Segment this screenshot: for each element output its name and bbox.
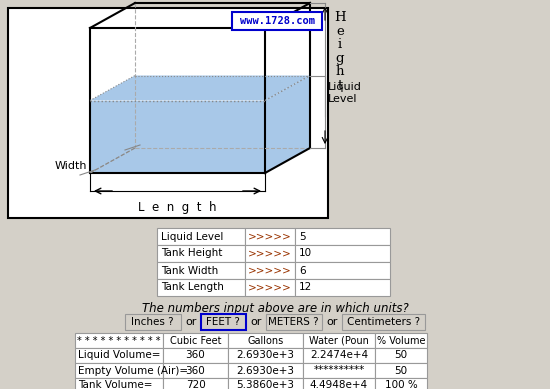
Text: 6: 6: [299, 266, 306, 275]
Text: Water (Poun: Water (Poun: [309, 335, 369, 345]
Text: 720: 720: [186, 380, 205, 389]
Text: H
e
i
g
h
t: H e i g h t: [334, 11, 346, 91]
Text: or: or: [185, 317, 196, 327]
Bar: [228, 378, 303, 389]
Text: Tank Height: Tank Height: [161, 249, 222, 259]
Bar: [303, 363, 375, 378]
Bar: [163, 363, 228, 378]
FancyBboxPatch shape: [232, 12, 322, 30]
Text: 50: 50: [394, 366, 408, 375]
Text: >>>>>: >>>>>: [248, 282, 292, 293]
FancyBboxPatch shape: [266, 314, 322, 330]
Text: 360: 360: [186, 366, 205, 375]
Text: 2.2474e+4: 2.2474e+4: [310, 350, 368, 361]
Text: Inches ?: Inches ?: [131, 317, 174, 327]
Text: or: or: [326, 317, 338, 327]
Text: 5: 5: [299, 231, 306, 242]
Bar: [303, 333, 375, 348]
Text: The numbers input above are in which units?: The numbers input above are in which uni…: [142, 302, 408, 315]
Bar: [228, 348, 303, 363]
Bar: [303, 378, 375, 389]
Text: Width: Width: [55, 161, 87, 170]
Text: 100 %: 100 %: [384, 380, 417, 389]
Text: Gallons: Gallons: [248, 335, 284, 345]
Text: 2.6930e+3: 2.6930e+3: [236, 350, 294, 361]
Bar: [245, 228, 295, 245]
Bar: [157, 279, 245, 296]
Bar: [295, 279, 390, 296]
Text: Cubic Feet: Cubic Feet: [170, 335, 221, 345]
Text: Tank Volume=: Tank Volume=: [78, 380, 152, 389]
Bar: [157, 245, 245, 262]
Bar: [375, 333, 427, 348]
Text: >>>>>: >>>>>: [248, 249, 292, 259]
Polygon shape: [265, 75, 310, 173]
Text: 50: 50: [394, 350, 408, 361]
Bar: [75, 378, 163, 389]
Bar: [8, 8, 328, 218]
Bar: [75, 348, 163, 363]
Text: L  e  n  g  t  h: L e n g t h: [138, 201, 217, 214]
Bar: [163, 333, 228, 348]
Bar: [375, 348, 427, 363]
Text: 360: 360: [186, 350, 205, 361]
Bar: [303, 348, 375, 363]
Text: Liquid
Level: Liquid Level: [328, 82, 362, 104]
Text: Liquid Volume=: Liquid Volume=: [78, 350, 161, 361]
Text: * * * * * * * * * * *: * * * * * * * * * * *: [77, 335, 161, 345]
Bar: [163, 348, 228, 363]
Text: Empty Volume (Air)=: Empty Volume (Air)=: [78, 366, 188, 375]
Text: 5.3860e+3: 5.3860e+3: [236, 380, 294, 389]
Bar: [245, 245, 295, 262]
Bar: [375, 363, 427, 378]
Bar: [245, 262, 295, 279]
Text: METERS ?: METERS ?: [268, 317, 319, 327]
FancyBboxPatch shape: [342, 314, 425, 330]
FancyBboxPatch shape: [201, 314, 246, 330]
Text: >>>>>: >>>>>: [248, 266, 292, 275]
Text: >>>>>: >>>>>: [248, 231, 292, 242]
Bar: [157, 228, 245, 245]
Bar: [163, 378, 228, 389]
Bar: [157, 262, 245, 279]
Text: FEET ?: FEET ?: [206, 317, 240, 327]
Bar: [245, 279, 295, 296]
Text: Tank Length: Tank Length: [161, 282, 224, 293]
Bar: [75, 363, 163, 378]
Text: **********: **********: [314, 366, 365, 375]
Text: www.1728.com: www.1728.com: [239, 16, 315, 26]
Bar: [295, 245, 390, 262]
Text: % Volume: % Volume: [377, 335, 425, 345]
Bar: [228, 363, 303, 378]
Text: Liquid Level: Liquid Level: [161, 231, 223, 242]
Text: Tank Width: Tank Width: [161, 266, 218, 275]
FancyBboxPatch shape: [125, 314, 181, 330]
Text: 4.4948e+4: 4.4948e+4: [310, 380, 368, 389]
Bar: [75, 333, 163, 348]
Text: 10: 10: [299, 249, 312, 259]
Bar: [375, 378, 427, 389]
Text: Centimeters ?: Centimeters ?: [347, 317, 420, 327]
Text: or: or: [250, 317, 261, 327]
Bar: [295, 262, 390, 279]
Bar: [295, 228, 390, 245]
Text: 12: 12: [299, 282, 312, 293]
Polygon shape: [90, 100, 265, 173]
Bar: [228, 333, 303, 348]
Text: 2.6930e+3: 2.6930e+3: [236, 366, 294, 375]
Polygon shape: [90, 75, 310, 100]
